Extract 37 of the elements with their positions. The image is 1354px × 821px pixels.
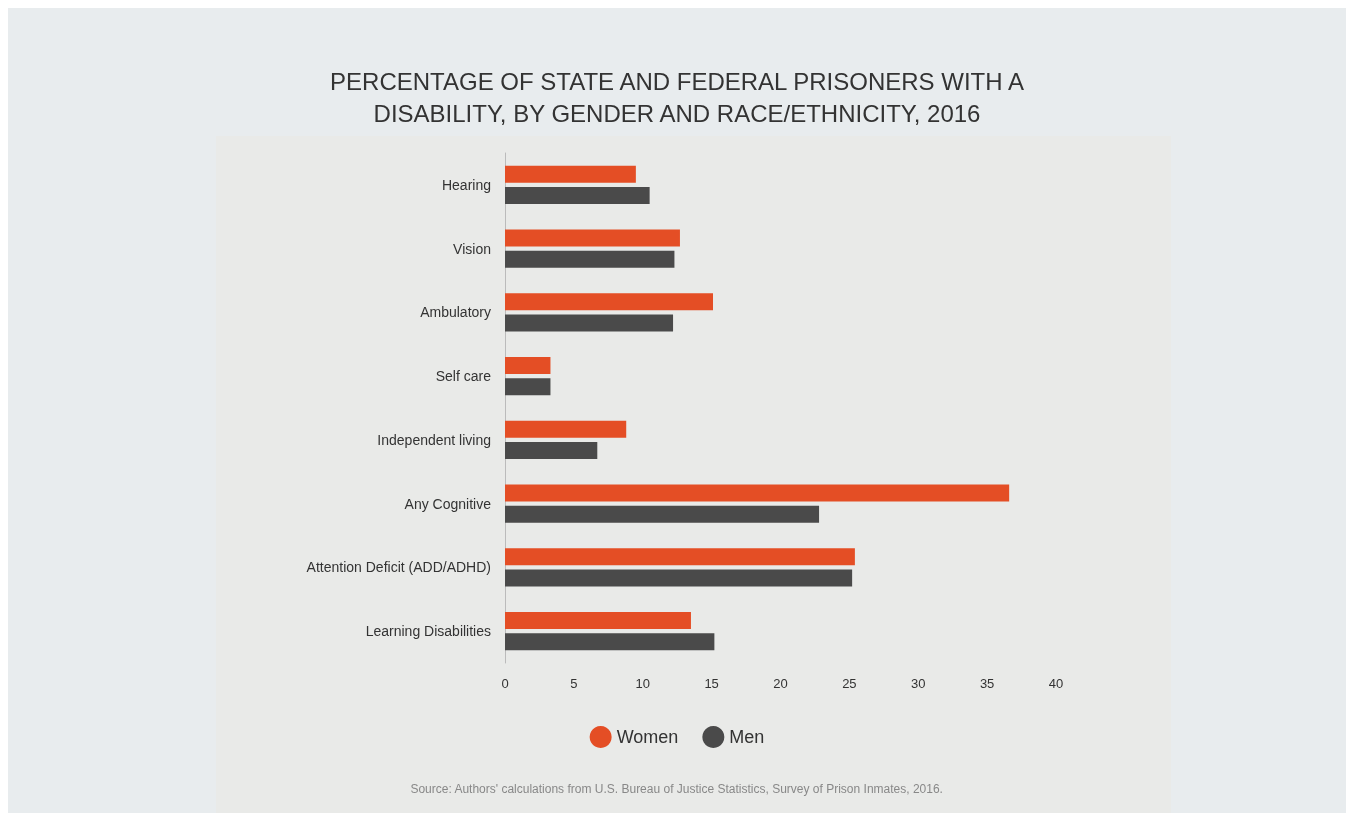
- y-tick-label: Ambulatory: [420, 304, 491, 321]
- y-tick-label: Any Cognitive: [404, 495, 492, 512]
- x-tick-label: 20: [773, 676, 788, 691]
- bar: [505, 378, 551, 396]
- bar: [505, 505, 820, 523]
- bar: [505, 250, 675, 268]
- legend-label: Men: [729, 727, 765, 747]
- bar: [505, 420, 627, 438]
- y-tick-label: Attention Deficit (ADD/ADHD): [306, 559, 491, 576]
- x-tick-label: 30: [911, 676, 926, 691]
- bar: [505, 229, 680, 247]
- bar: [505, 357, 551, 374]
- bar: [505, 442, 598, 459]
- y-tick-label: Self care: [435, 368, 492, 385]
- x-tick-label: 15: [704, 676, 719, 691]
- y-tick-label: Independent living: [377, 431, 491, 448]
- x-tick-label: 40: [1048, 676, 1064, 691]
- x-tick-label: 35: [979, 676, 995, 691]
- bar: [505, 165, 636, 183]
- bar: [505, 293, 713, 311]
- bar: [505, 633, 715, 651]
- bar: [505, 187, 650, 204]
- y-tick-label: Vision: [453, 240, 491, 257]
- chart-title: PERCENTAGE OF STATE AND FEDERAL PRISONERS WITH A DISABILITY, BY GENDER AND RACE/ETHNICITY, 2016: [330, 67, 1024, 127]
- x-tick-label: 10: [635, 676, 650, 691]
- bar: [505, 548, 855, 566]
- bar: [505, 484, 1010, 502]
- bar: [505, 612, 691, 629]
- legend-label: Women: [616, 727, 679, 747]
- bar: [505, 314, 674, 332]
- y-tick-label: Learning Disabilities: [365, 623, 491, 640]
- y-tick-label: Hearing: [441, 176, 491, 193]
- x-tick-label: 0: [501, 676, 509, 691]
- bar: [505, 569, 853, 587]
- x-tick-label: 5: [570, 676, 578, 691]
- source-note: Source: Authors' calculations from U.S. Bureau of Justice Statistics, Survey of Prison Inmates, 2016.: [410, 782, 943, 796]
- x-tick-label: 25: [842, 676, 857, 691]
